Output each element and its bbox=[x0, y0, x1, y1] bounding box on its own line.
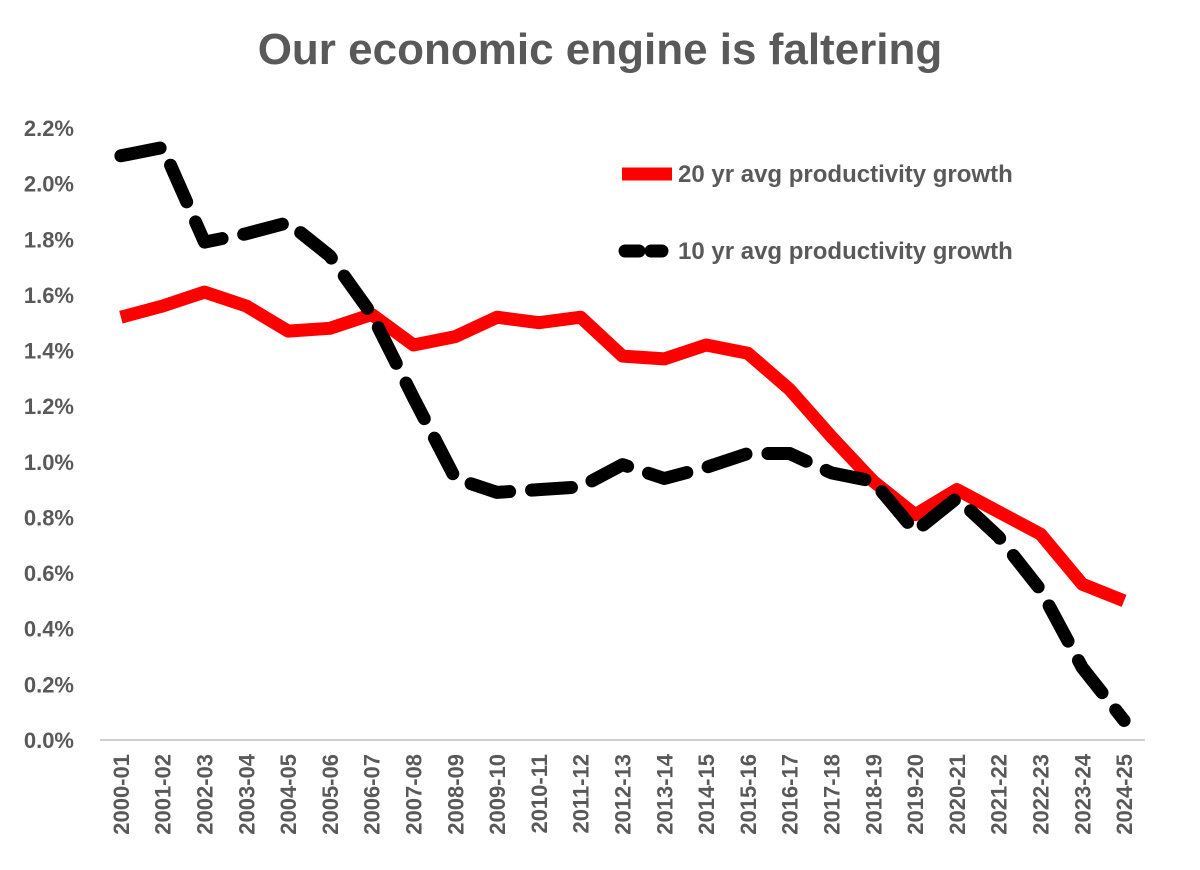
x-tick-label: 2012-13 bbox=[611, 754, 636, 835]
y-tick-label: 1.0% bbox=[24, 450, 74, 475]
x-tick-label: 2020-21 bbox=[945, 754, 970, 835]
x-tick-label: 2011-12 bbox=[569, 754, 594, 834]
y-tick-label: 1.4% bbox=[24, 339, 74, 364]
x-tick-label: 2017-18 bbox=[820, 754, 845, 835]
x-tick-label: 2010-11 bbox=[527, 754, 552, 834]
x-tick-label: 2024-25 bbox=[1112, 754, 1137, 835]
x-tick-label: 2000-01 bbox=[109, 754, 134, 835]
x-tick-label: 2022-23 bbox=[1029, 754, 1054, 835]
plot-area bbox=[114, 141, 1131, 727]
x-tick-label: 2019-20 bbox=[903, 754, 928, 835]
y-tick-label: 2.0% bbox=[24, 172, 74, 197]
x-tick-label: 2013-14 bbox=[652, 753, 677, 835]
x-tick-label: 2003-04 bbox=[234, 753, 259, 835]
chart-title: Our economic engine is faltering bbox=[258, 25, 943, 74]
legend-label-20yr: 20 yr avg productivity growth bbox=[678, 161, 1013, 188]
y-tick-label: 1.6% bbox=[24, 283, 74, 308]
y-tick-label: 1.2% bbox=[24, 394, 74, 419]
x-tick-label: 2008-09 bbox=[443, 754, 468, 835]
y-tick-label: 0.8% bbox=[24, 505, 74, 530]
y-tick-label: 0.2% bbox=[24, 672, 74, 697]
x-tick-label: 2023-24 bbox=[1070, 753, 1095, 835]
x-tick-label: 2021-22 bbox=[987, 754, 1012, 835]
y-tick-label: 1.8% bbox=[24, 227, 74, 252]
y-axis: 0.0% 0.2% 0.4% 0.6% 0.8% 1.0% 1.2% 1.4% 1.6% 1.8%… bbox=[24, 116, 74, 753]
x-tick-label: 2002-03 bbox=[193, 754, 218, 835]
legend-label-10yr: 10 yr avg productivity growth bbox=[678, 238, 1013, 265]
y-tick-label: 2.2% bbox=[24, 116, 74, 141]
x-tick-label: 2006-07 bbox=[360, 754, 385, 835]
x-tick-label: 2009-10 bbox=[485, 754, 510, 835]
y-tick-label: 0.6% bbox=[24, 561, 74, 586]
x-tick-label: 2015-16 bbox=[736, 754, 761, 835]
x-tick-label: 2004-05 bbox=[276, 754, 301, 835]
x-tick-label: 2018-19 bbox=[861, 754, 886, 835]
x-axis: 2000-01 2001-02 2002-03 2003-04 2004-05 2005-… bbox=[109, 753, 1137, 835]
x-tick-label: 2007-08 bbox=[402, 754, 427, 835]
legend: 20 yr avg productivity growth 10 yr avg … bbox=[618, 161, 1013, 265]
series-line-20yr bbox=[119, 285, 1127, 607]
x-tick-label: 2001-02 bbox=[151, 754, 176, 835]
y-tick-label: 0.0% bbox=[24, 728, 74, 753]
x-tick-label: 2016-17 bbox=[778, 754, 803, 835]
series-line-10yr bbox=[114, 141, 1131, 727]
x-tick-label: 2014-15 bbox=[694, 754, 719, 835]
x-tick-label: 2005-06 bbox=[318, 754, 343, 835]
y-tick-label: 0.4% bbox=[24, 617, 74, 642]
